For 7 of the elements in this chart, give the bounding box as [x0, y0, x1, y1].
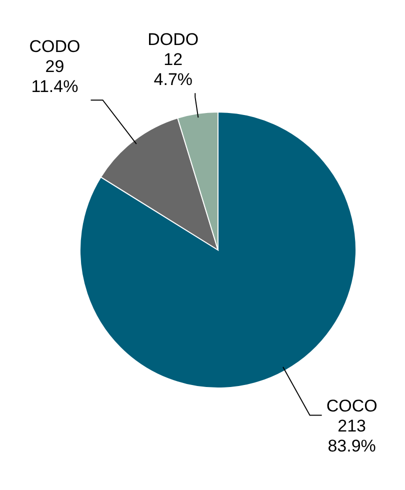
data-label: 12 4.7% — [154, 50, 193, 90]
pie-slice — [80, 112, 356, 388]
slice-label: CODO — [29, 37, 80, 56]
slice-label: DODO — [148, 30, 199, 50]
data-label: 213 83.9% — [328, 416, 376, 456]
data-label: 29 11.4% — [31, 57, 78, 96]
slice-label: COCO — [326, 396, 378, 416]
